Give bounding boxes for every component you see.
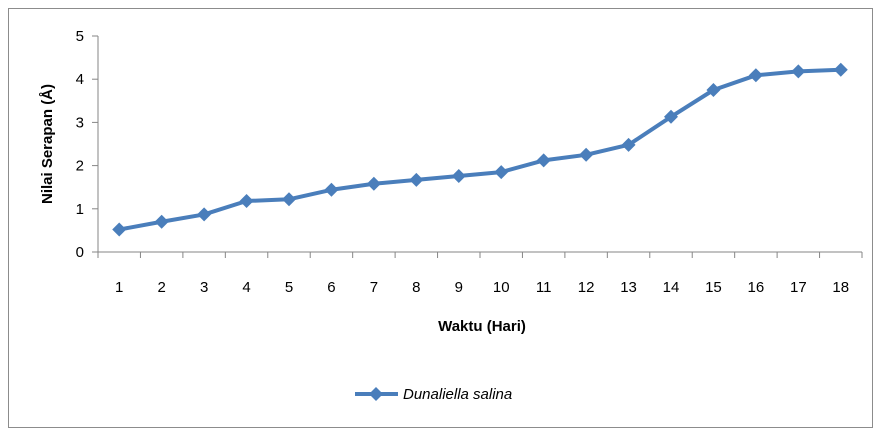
y-tick-label: 1 (76, 201, 84, 218)
x-tick-label: 10 (493, 279, 510, 296)
x-tick-label: 4 (242, 279, 250, 296)
data-point-marker (366, 176, 381, 191)
y-tick-label: 2 (76, 158, 84, 175)
data-point-marker (536, 153, 551, 168)
x-tick-label: 17 (790, 279, 807, 296)
x-tick-label: 2 (157, 279, 165, 296)
x-tick-label: 5 (285, 279, 293, 296)
x-ticks: 1 2 3 4 5 6 7 8 9 10 11 12 13 14 15 16 17 18 (97, 252, 863, 296)
x-tick-label: 13 (620, 279, 637, 296)
data-point-marker (833, 62, 848, 77)
legend: Dunaliella salina (355, 386, 512, 403)
series-layer (112, 62, 848, 237)
x-tick-label: 1 (115, 279, 123, 296)
x-tick-label: 11 (536, 279, 552, 296)
data-point-marker (197, 207, 212, 222)
data-point-marker (324, 182, 339, 197)
y-tick-label: 4 (76, 71, 84, 88)
chart-frame (8, 8, 873, 428)
y-tick-label: 5 (76, 28, 84, 45)
x-tick-label: 16 (748, 279, 765, 296)
series-line (118, 67, 841, 232)
x-tick-label: 6 (327, 279, 335, 296)
data-point-marker (791, 64, 806, 79)
x-tick-label: 14 (663, 279, 680, 296)
data-point-marker (579, 147, 594, 162)
y-ticks: 0 1 2 3 4 5 (76, 28, 98, 261)
data-point-marker (664, 109, 678, 124)
legend-entry-label: Dunaliella salina (403, 386, 512, 403)
x-tick-label: 8 (412, 279, 420, 296)
x-tick-label: 9 (455, 279, 463, 296)
data-point-marker (239, 194, 254, 209)
x-axis-title: Waktu (Hari) (438, 318, 526, 335)
data-point-marker (409, 172, 424, 187)
x-tick-label: 15 (705, 279, 722, 296)
x-tick-label: 12 (578, 279, 595, 296)
data-point-marker (494, 165, 509, 180)
data-point-marker (112, 222, 127, 237)
x-tick-label: 18 (832, 279, 849, 296)
data-point-marker (706, 83, 721, 97)
data-point-marker (154, 214, 169, 229)
y-tick-label: 0 (76, 244, 84, 261)
data-point-marker (282, 192, 296, 207)
x-tick-label: 3 (200, 279, 208, 296)
y-axis-title: Nilai Serapan (Å) (39, 84, 56, 204)
x-tick-label: 7 (370, 279, 378, 296)
axes (97, 36, 862, 253)
legend-marker-sample (369, 387, 383, 401)
data-point-marker (621, 137, 636, 152)
data-point-marker (451, 168, 466, 183)
y-tick-label: 3 (76, 114, 84, 131)
data-point-marker (748, 68, 763, 83)
